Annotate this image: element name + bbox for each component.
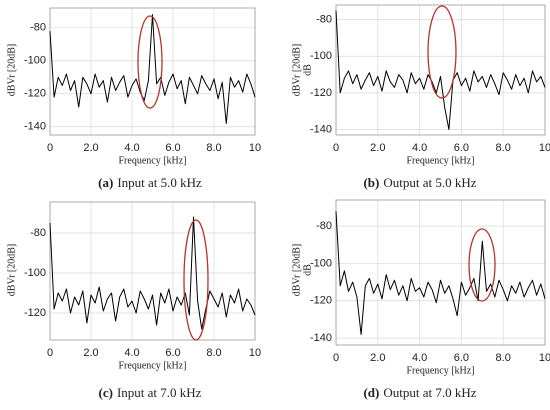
- highlight-ellipse: [137, 15, 163, 109]
- plot-frame: [335, 199, 546, 346]
- x-tick-label: 0: [333, 142, 339, 154]
- highlight-ellipse: [183, 219, 209, 341]
- x-tick-label: 0: [47, 142, 53, 154]
- x-tick-label: 4.0: [412, 352, 427, 364]
- x-tick-label: 4.0: [412, 142, 427, 154]
- x-axis-label: Frequency [kHz]: [406, 365, 474, 376]
- x-tick-label: 6.0: [454, 352, 469, 364]
- spectrum-line: [335, 211, 546, 335]
- y-axis-label: dB: [302, 264, 313, 276]
- x-axis-label: Frequency [kHz]: [406, 155, 474, 166]
- caption: (d) Output at 7.0 kHz: [363, 385, 476, 400]
- caption: (b) Output at 5.0 kHz: [363, 175, 476, 190]
- plot-frame: [49, 7, 256, 136]
- caption: (c) Input at 7.0 kHz: [99, 385, 202, 400]
- y-tick-label: -120: [310, 87, 332, 99]
- plot-frame: [49, 201, 256, 341]
- caption-text: Input at 7.0 kHz: [117, 385, 202, 400]
- y-axis-label: dBVr [20dB]: [6, 244, 17, 296]
- x-tick-label: 6.0: [165, 347, 180, 359]
- x-tick-label: 8.0: [206, 347, 221, 359]
- x-tick-label: 10: [539, 352, 550, 364]
- x-tick-label: 4.0: [124, 142, 139, 154]
- caption: (a) Input at 5.0 kHz: [98, 175, 202, 190]
- y-tick-label: -80: [30, 227, 46, 239]
- x-tick-label: 2.0: [370, 142, 385, 154]
- x-tick-label: 0: [47, 347, 53, 359]
- x-tick-label: 6.0: [165, 142, 180, 154]
- y-tick-label: -80: [30, 22, 46, 34]
- x-tick-label: 10: [249, 142, 261, 154]
- spectrum-line: [335, 10, 546, 130]
- x-tick-label: 8.0: [496, 352, 511, 364]
- caption-text: Output at 5.0 kHz: [383, 175, 476, 190]
- y-tick-label: -120: [310, 295, 332, 307]
- caption-label: (b): [363, 175, 379, 190]
- y-tick-label: -120: [24, 88, 46, 100]
- y-tick-label: -100: [24, 55, 46, 67]
- x-axis-label: Frequency [kHz]: [118, 360, 186, 371]
- x-axis-label: Frequency [kHz]: [118, 155, 186, 166]
- y-axis-label: dBVr [20dB]: [291, 244, 302, 296]
- caption-text: Input at 5.0 kHz: [117, 175, 202, 190]
- x-tick-label: 0: [333, 352, 339, 364]
- y-tick-label: -80: [316, 14, 332, 26]
- caption-text: Output at 7.0 kHz: [383, 385, 476, 400]
- plot-frame: [335, 4, 546, 136]
- y-tick-label: -140: [310, 332, 332, 344]
- y-axis-label: dBVr [20dB]: [6, 44, 17, 96]
- spectrum-line: [49, 14, 256, 124]
- y-axis-label: dBVr [20dB]: [291, 44, 302, 96]
- caption-label: (c): [99, 385, 113, 400]
- y-tick-label: -80: [316, 220, 332, 232]
- y-tick-label: -100: [310, 50, 332, 62]
- y-axis-label: dB: [302, 64, 313, 76]
- y-tick-label: -100: [24, 267, 46, 279]
- x-tick-label: 2.0: [370, 352, 385, 364]
- caption-label: (d): [363, 385, 379, 400]
- spectrum-line: [49, 216, 256, 330]
- x-tick-label: 10: [249, 347, 261, 359]
- highlight-ellipse: [427, 5, 457, 99]
- x-tick-label: 8.0: [496, 142, 511, 154]
- y-tick-label: -120: [24, 307, 46, 319]
- x-tick-label: 10: [539, 142, 550, 154]
- caption-label: (a): [98, 175, 113, 190]
- x-tick-label: 8.0: [206, 142, 221, 154]
- x-tick-label: 2.0: [83, 142, 98, 154]
- y-tick-label: -140: [24, 121, 46, 133]
- x-tick-label: 2.0: [83, 347, 98, 359]
- y-tick-label: -100: [310, 257, 332, 269]
- y-tick-label: -140: [310, 123, 332, 135]
- x-tick-label: 6.0: [454, 142, 469, 154]
- x-tick-label: 4.0: [124, 347, 139, 359]
- highlight-ellipse: [468, 228, 496, 302]
